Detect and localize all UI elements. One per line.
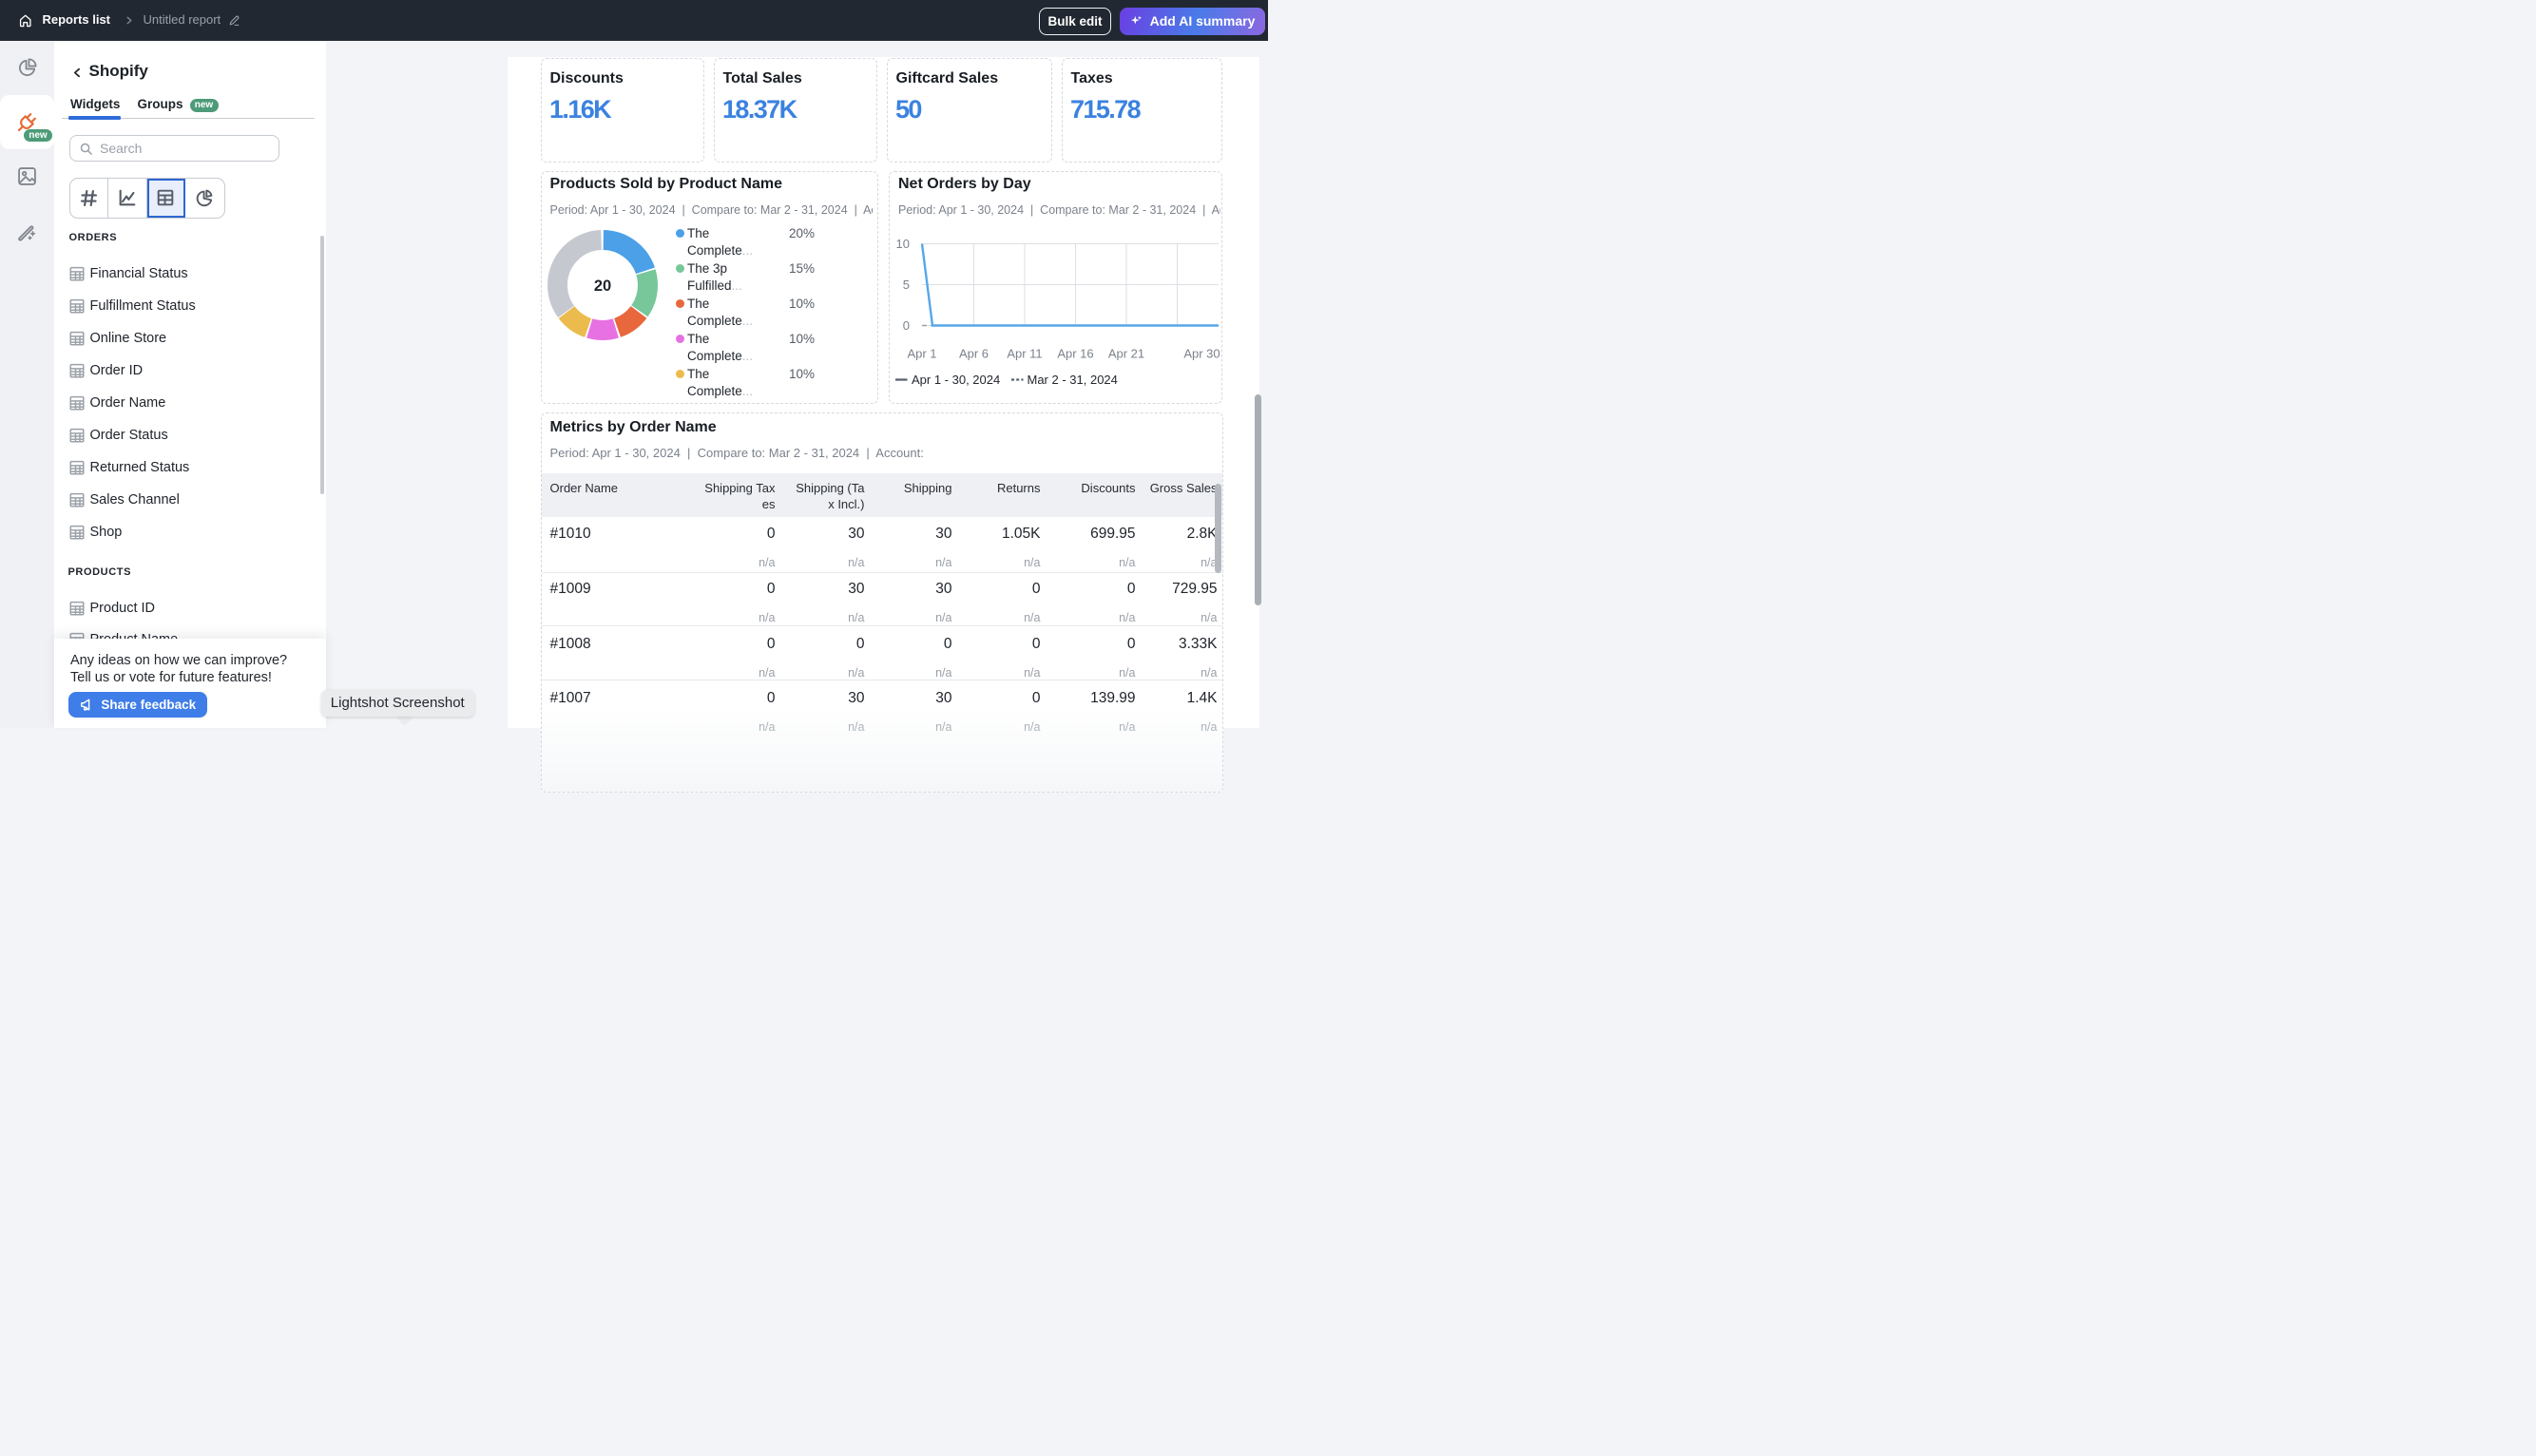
svg-text:5: 5: [903, 278, 910, 292]
svg-text:Apr 30: Apr 30: [1183, 347, 1220, 361]
svg-text:Apr 16: Apr 16: [1057, 347, 1093, 361]
svg-text:Apr 6: Apr 6: [959, 347, 989, 361]
svg-text:Apr 1 - 30, 2024: Apr 1 - 30, 2024: [912, 373, 1000, 387]
svg-text:Mar 2 - 31, 2024: Mar 2 - 31, 2024: [1028, 373, 1118, 387]
svg-text:20: 20: [593, 278, 610, 295]
svg-text:0: 0: [903, 318, 910, 333]
svg-text:Apr 1: Apr 1: [907, 347, 936, 361]
svg-text:10: 10: [896, 237, 910, 251]
svg-text:Apr 11: Apr 11: [1007, 347, 1042, 361]
svg-text:Apr 21: Apr 21: [1108, 347, 1144, 361]
